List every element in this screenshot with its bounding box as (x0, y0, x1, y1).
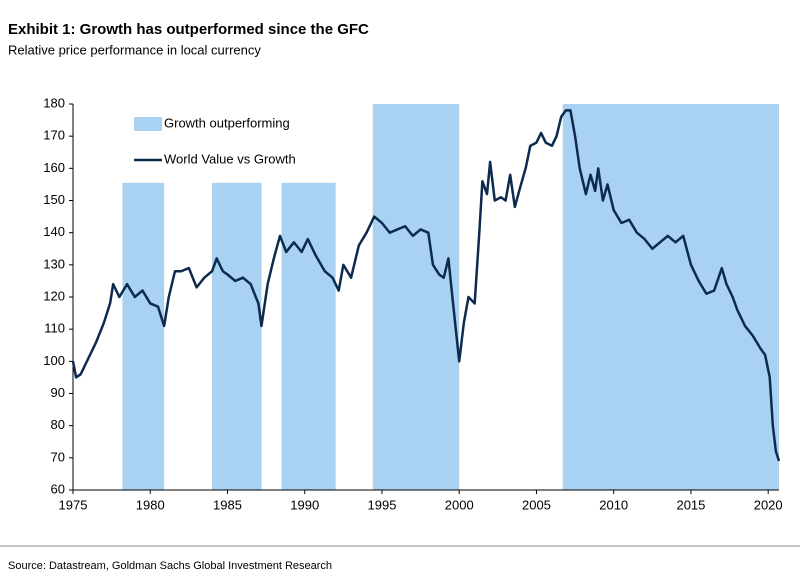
x-tick-label: 1975 (59, 497, 88, 512)
y-tick-label: 140 (43, 224, 65, 239)
x-tick-label: 2000 (445, 497, 474, 512)
y-tick-label: 120 (43, 288, 65, 303)
y-tick-label: 90 (51, 385, 65, 400)
x-tick-label: 1995 (368, 497, 397, 512)
legend-swatch (134, 117, 162, 131)
x-tick-label: 1985 (213, 497, 242, 512)
legend-label: World Value vs Growth (164, 151, 296, 166)
data-line (71, 109, 781, 462)
y-tick-label: 160 (43, 160, 65, 175)
y-tick-label: 110 (44, 321, 65, 336)
shaded-region (372, 104, 460, 490)
y-tick-label: 170 (43, 128, 65, 143)
y-tick-label: 180 (43, 95, 65, 110)
shaded-region (281, 182, 336, 490)
chart-title: Exhibit 1: Growth has outperformed since… (8, 21, 369, 38)
source: Source: Datastream, Goldman Sachs Global… (8, 560, 332, 572)
y-tick-label: 130 (43, 256, 65, 271)
y-tick-label: 70 (51, 449, 65, 464)
shaded-region (562, 104, 779, 490)
chart-subtitle: Relative price performance in local curr… (8, 42, 261, 57)
x-tick-label: 2015 (676, 497, 705, 512)
y-tick-label: 80 (51, 417, 65, 432)
y-tick-label: 100 (43, 353, 65, 368)
shaded-region (212, 182, 262, 490)
x-tick-label: 1990 (290, 497, 319, 512)
shaded-region (122, 182, 165, 490)
legend-label: Growth outperforming (164, 115, 290, 130)
y-tick-label: 150 (43, 192, 65, 207)
x-tick-label: 2010 (599, 497, 628, 512)
x-tick-label: 2020 (754, 497, 783, 512)
x-tick-label: 1980 (136, 497, 165, 512)
y-tick-label: 60 (51, 481, 65, 496)
x-tick-label: 2005 (522, 497, 551, 512)
